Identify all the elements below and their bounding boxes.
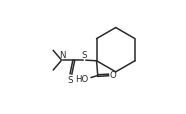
Text: N: N — [59, 51, 65, 60]
Text: S: S — [68, 75, 73, 84]
Text: HO: HO — [75, 74, 89, 83]
Text: O: O — [109, 71, 116, 80]
Text: S: S — [82, 51, 87, 60]
